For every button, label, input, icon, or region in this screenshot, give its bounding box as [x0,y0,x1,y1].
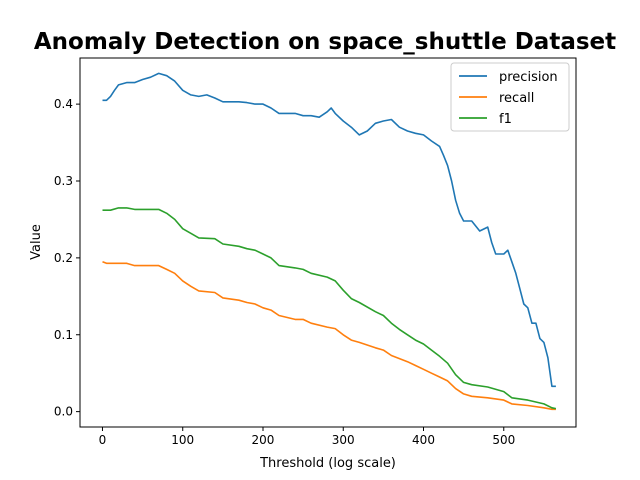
x-tick-label: 400 [412,433,435,447]
x-tick-label: 200 [252,433,275,447]
x-tick-label: 300 [332,433,355,447]
y-axis-ticks: 0.0 0.1 0.2 0.3 0.4 [54,97,80,419]
series-line-f1 [103,208,556,409]
x-tick-label: 100 [171,433,194,447]
y-tick-label: 0.2 [54,251,73,265]
legend-label-f1: f1 [499,112,512,127]
y-tick-label: 0.1 [54,328,73,342]
chart-title: Anomaly Detection on space_shuttle Datas… [34,29,616,55]
legend: precision recall f1 [451,63,569,131]
y-axis-label: Value [29,224,44,260]
y-tick-label: 0.3 [54,174,73,188]
x-axis-label: Threshold (log scale) [259,456,396,471]
x-tick-label: 0 [99,433,107,447]
y-tick-label: 0.4 [54,97,73,111]
x-tick-label: 500 [492,433,515,447]
y-tick-label: 0.0 [54,405,73,419]
legend-label-precision: precision [499,70,558,85]
x-axis-ticks: 0 100 200 300 400 500 [99,427,516,447]
legend-label-recall: recall [499,91,534,106]
